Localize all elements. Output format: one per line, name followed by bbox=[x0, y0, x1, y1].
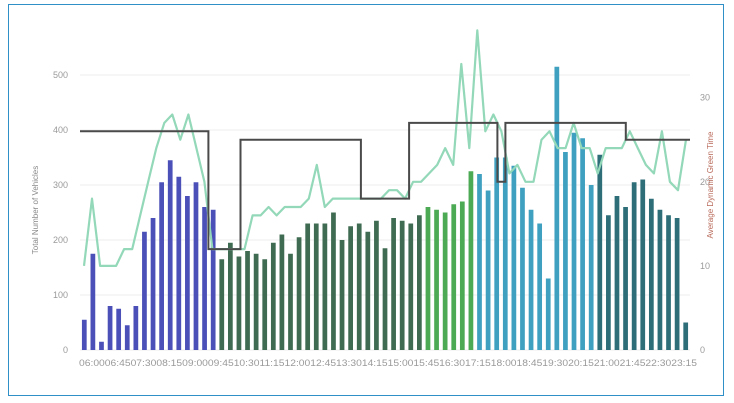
bars bbox=[81, 66, 689, 350]
bar bbox=[597, 154, 603, 350]
lines bbox=[80, 29, 690, 267]
bar bbox=[563, 152, 568, 350]
bar bbox=[219, 259, 225, 350]
bar bbox=[236, 256, 242, 350]
bar bbox=[99, 341, 104, 350]
bar bbox=[571, 132, 577, 350]
bar bbox=[185, 196, 190, 350]
x-axis-tick-labels: 06:0006:4507:3008:1509:0009:4510:3011:15… bbox=[79, 358, 697, 368]
y-tick-label: 0 bbox=[63, 345, 68, 355]
bar bbox=[442, 212, 448, 350]
bar bbox=[580, 138, 585, 350]
y2-tick-label: 10 bbox=[700, 261, 710, 271]
bar bbox=[614, 196, 620, 350]
bar bbox=[313, 223, 319, 350]
bar bbox=[107, 306, 113, 350]
y2-tick-label: 0 bbox=[700, 345, 705, 355]
bar bbox=[124, 325, 130, 350]
bar bbox=[81, 319, 87, 350]
bar bbox=[657, 209, 663, 350]
bar bbox=[356, 223, 362, 350]
bar bbox=[305, 223, 311, 350]
bar bbox=[631, 182, 637, 350]
bar bbox=[502, 157, 508, 350]
bar bbox=[588, 185, 594, 350]
bar bbox=[159, 182, 164, 350]
bar bbox=[150, 218, 156, 350]
bar bbox=[485, 190, 491, 350]
left-axis-title: Total Number of Vehicles bbox=[31, 166, 40, 255]
bar bbox=[399, 220, 405, 350]
bar bbox=[545, 278, 551, 350]
bar bbox=[674, 218, 680, 350]
bar bbox=[511, 165, 517, 350]
bar bbox=[528, 209, 534, 350]
bar bbox=[683, 322, 689, 350]
bar bbox=[451, 204, 457, 350]
bar bbox=[459, 201, 465, 350]
y-tick-label: 500 bbox=[53, 70, 68, 80]
bar bbox=[227, 242, 233, 350]
bar bbox=[425, 207, 431, 350]
bar bbox=[193, 182, 199, 350]
bar bbox=[348, 226, 353, 350]
y2-tick-label: 20 bbox=[700, 177, 710, 187]
bar bbox=[434, 209, 439, 350]
y-tick-label: 300 bbox=[53, 180, 68, 190]
bar bbox=[417, 215, 422, 350]
bar bbox=[666, 215, 671, 350]
bar bbox=[391, 218, 396, 350]
bar bbox=[339, 240, 345, 350]
bar bbox=[477, 174, 482, 350]
bar bbox=[176, 176, 182, 350]
y-tick-label: 400 bbox=[53, 125, 68, 135]
gridlines bbox=[80, 74, 690, 351]
bar bbox=[270, 242, 276, 350]
bar bbox=[623, 207, 628, 350]
bar bbox=[142, 231, 147, 350]
bar bbox=[133, 306, 139, 350]
bar bbox=[494, 157, 500, 350]
bar bbox=[167, 160, 173, 350]
bar bbox=[520, 187, 525, 350]
bar bbox=[322, 223, 328, 350]
bar bbox=[365, 231, 371, 350]
bar bbox=[288, 253, 293, 350]
bar bbox=[554, 66, 560, 350]
bar bbox=[408, 223, 414, 350]
y-tick-label: 100 bbox=[53, 290, 68, 300]
bar bbox=[245, 251, 250, 350]
left-axis-ticks: 0 100 200 300 400 500 bbox=[53, 70, 68, 355]
bar bbox=[262, 259, 268, 350]
average-line bbox=[82, 29, 688, 267]
bar bbox=[279, 234, 285, 350]
bar bbox=[210, 209, 216, 350]
bar bbox=[253, 253, 259, 350]
bar bbox=[640, 179, 646, 350]
bar bbox=[374, 220, 379, 350]
y2-tick-label: 30 bbox=[700, 93, 710, 103]
bar bbox=[296, 237, 302, 350]
y-tick-label: 200 bbox=[53, 235, 68, 245]
bar bbox=[468, 171, 474, 350]
right-axis-ticks: 0 10 20 30 bbox=[700, 93, 710, 355]
bar bbox=[606, 215, 611, 350]
bar bbox=[382, 248, 388, 350]
bar bbox=[202, 207, 207, 350]
bar bbox=[648, 198, 654, 350]
bar bbox=[537, 223, 543, 350]
bar bbox=[90, 253, 96, 350]
step-line bbox=[80, 121, 690, 251]
right-axis-title: Average Dynamic Green Time bbox=[706, 131, 715, 239]
bar bbox=[116, 308, 122, 350]
bar bbox=[331, 212, 336, 350]
